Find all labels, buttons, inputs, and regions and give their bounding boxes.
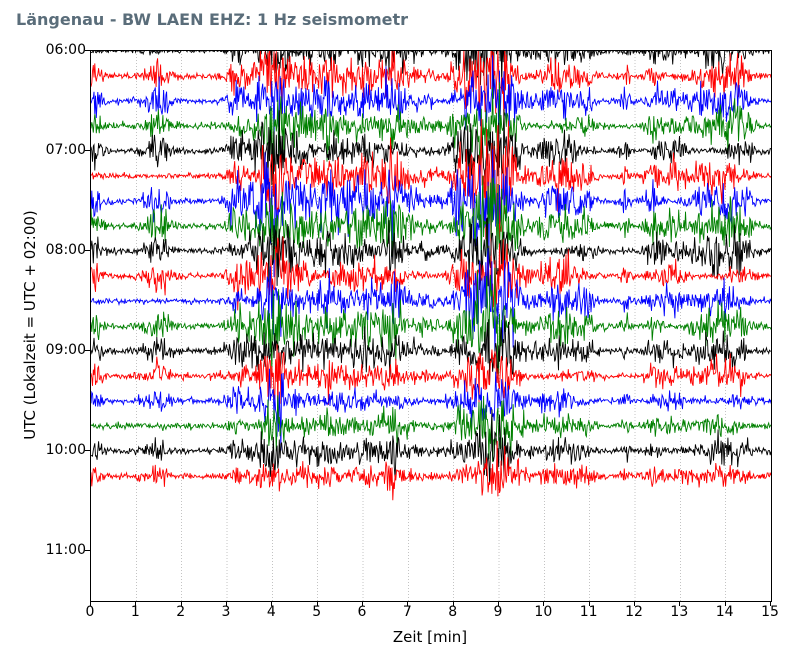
x-tick-label: 12 — [625, 604, 643, 620]
y-axis-label: UTC (Lokalzeit = UTC + 02:00) — [21, 210, 39, 440]
x-tick-label: 3 — [222, 604, 231, 620]
seismic-trace — [91, 268, 771, 377]
x-tick-label: 14 — [716, 604, 734, 620]
x-tick-mark — [362, 601, 363, 606]
x-tick-mark — [226, 601, 227, 606]
x-axis-label: Zeit [min] — [90, 628, 770, 646]
x-tick-mark — [271, 601, 272, 606]
y-axis-label-container: UTC (Lokalzeit = UTC + 02:00) — [20, 50, 40, 600]
x-tick-mark — [453, 601, 454, 606]
seismic-trace — [91, 119, 771, 262]
y-tick-label: 07:00 — [46, 142, 86, 158]
y-tick-mark — [85, 50, 90, 51]
x-tick-mark — [135, 601, 136, 606]
x-tick-label: 2 — [176, 604, 185, 620]
x-tick-mark — [770, 601, 771, 606]
x-tick-label: 15 — [761, 604, 779, 620]
y-tick-mark — [85, 350, 90, 351]
x-tick-mark — [725, 601, 726, 606]
y-tick-mark — [85, 450, 90, 451]
y-tick-label: 08:00 — [46, 242, 86, 258]
x-tick-label: 8 — [448, 604, 457, 620]
x-tick-label: 11 — [580, 604, 598, 620]
y-tick-label: 06:00 — [46, 42, 86, 58]
x-tick-mark — [679, 601, 680, 606]
x-tick-mark — [90, 601, 91, 606]
x-tick-mark — [634, 601, 635, 606]
seismic-trace — [91, 248, 771, 352]
y-tick-label: 11:00 — [46, 542, 86, 558]
x-tick-mark — [589, 601, 590, 606]
x-tick-mark — [498, 601, 499, 606]
x-tick-mark — [181, 601, 182, 606]
seismic-trace — [91, 51, 771, 97]
x-tick-label: 1 — [131, 604, 140, 620]
x-tick-mark — [407, 601, 408, 606]
x-tick-label: 7 — [403, 604, 412, 620]
x-tick-mark — [543, 601, 544, 606]
x-tick-label: 4 — [267, 604, 276, 620]
y-tick-mark — [85, 550, 90, 551]
x-tick-label: 9 — [494, 604, 503, 620]
y-tick-label: 10:00 — [46, 442, 86, 458]
x-tick-label: 13 — [670, 604, 688, 620]
seismic-trace — [91, 82, 771, 179]
plot-area — [90, 50, 772, 602]
y-tick-label: 09:00 — [46, 342, 86, 358]
seismogram-figure: Längenau - BW LAEN EHZ: 1 Hz seismometr … — [0, 0, 800, 664]
x-tick-mark — [317, 601, 318, 606]
y-tick-mark — [85, 250, 90, 251]
x-tick-label: 5 — [312, 604, 321, 620]
chart-title: Längenau - BW LAEN EHZ: 1 Hz seismometr — [16, 10, 408, 29]
x-tick-label: 6 — [358, 604, 367, 620]
x-tick-label: 0 — [86, 604, 95, 620]
y-tick-mark — [85, 150, 90, 151]
seismic-trace — [91, 51, 771, 125]
x-tick-label: 10 — [534, 604, 552, 620]
seismogram-svg — [91, 51, 771, 601]
